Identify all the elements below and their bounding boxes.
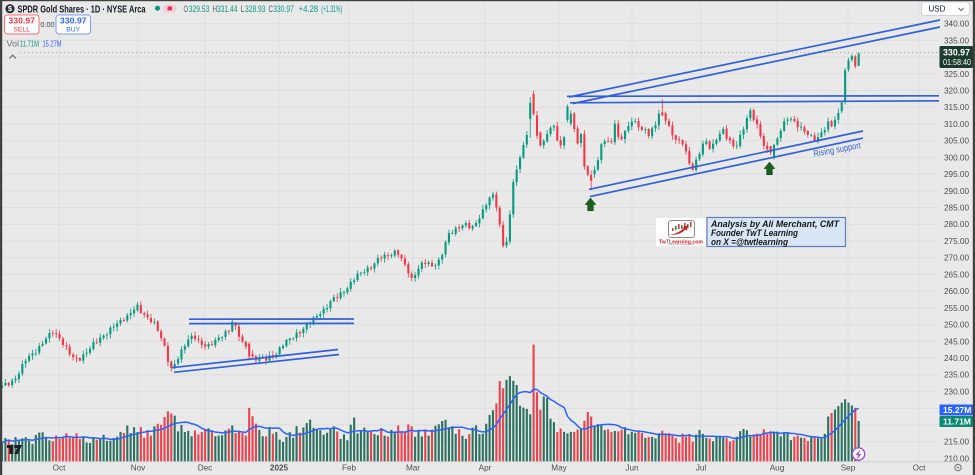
svg-text:Oct: Oct [913, 464, 926, 473]
svg-text:331.44: 331.44 [217, 4, 238, 14]
svg-text:Sep: Sep [841, 464, 856, 473]
svg-text:330.97: 330.97 [273, 4, 294, 14]
svg-text:Vol: Vol [7, 39, 20, 49]
svg-text:L: L [241, 4, 245, 14]
svg-text:320.00: 320.00 [944, 87, 969, 96]
svg-text:335.00: 335.00 [944, 36, 969, 45]
svg-text:Dec: Dec [198, 464, 213, 473]
svg-text:C: C [269, 4, 274, 14]
svg-text:11.71M: 11.71M [20, 39, 39, 49]
svg-text:290.00: 290.00 [944, 187, 969, 196]
svg-text:305.00: 305.00 [944, 137, 969, 146]
svg-text:310.00: 310.00 [944, 120, 969, 129]
svg-text:Feb: Feb [342, 464, 357, 473]
svg-text:215.00: 215.00 [944, 438, 969, 447]
svg-text:325.00: 325.00 [944, 70, 969, 79]
svg-text:340.00: 340.00 [944, 20, 969, 29]
svg-text:300.00: 300.00 [944, 153, 969, 162]
svg-text:255.00: 255.00 [944, 304, 969, 313]
svg-text:Jul: Jul [696, 464, 707, 473]
svg-text:+4.28: +4.28 [299, 4, 319, 14]
svg-text:USD: USD [929, 5, 946, 14]
svg-text:Founder TwT Learning: Founder TwT Learning [711, 228, 798, 238]
svg-text:O: O [184, 4, 189, 14]
svg-text:Oct: Oct [53, 464, 66, 473]
svg-text:235.00: 235.00 [944, 371, 969, 380]
svg-text:210.00: 210.00 [944, 454, 969, 463]
svg-text:295.00: 295.00 [944, 170, 969, 179]
svg-text:328.93: 328.93 [245, 4, 266, 14]
svg-text:330.97: 330.97 [943, 48, 970, 58]
svg-text:Aug: Aug [770, 464, 785, 473]
svg-text:Nov: Nov [131, 464, 146, 473]
svg-text:330.97: 330.97 [8, 16, 35, 26]
svg-text:15.27M: 15.27M [943, 405, 971, 415]
svg-text:329.53: 329.53 [189, 4, 210, 14]
svg-text:01:58:40: 01:58:40 [943, 57, 971, 67]
svg-text:SPDR Gold Shares · 1D · NYSE A: SPDR Gold Shares · 1D · NYSE Arca [18, 4, 146, 15]
svg-text:245.00: 245.00 [944, 337, 969, 346]
svg-text:Analysis by Ali Merchant, CMT: Analysis by Ali Merchant, CMT [710, 219, 840, 229]
svg-text:275.00: 275.00 [944, 237, 969, 246]
svg-text:240.00: 240.00 [944, 354, 969, 363]
svg-text:280.00: 280.00 [944, 220, 969, 229]
svg-text:315.00: 315.00 [944, 103, 969, 112]
svg-text:Apr: Apr [479, 464, 492, 473]
svg-text:on X =@twtlearning: on X =@twtlearning [711, 237, 788, 247]
svg-text:$: $ [8, 4, 13, 13]
svg-text:May: May [551, 464, 567, 473]
svg-text:330.97: 330.97 [60, 16, 87, 26]
svg-text:H: H [213, 4, 218, 14]
svg-text:260.00: 260.00 [944, 287, 969, 296]
svg-text:15.27M: 15.27M [43, 39, 62, 49]
svg-text:265.00: 265.00 [944, 270, 969, 279]
svg-text:270.00: 270.00 [944, 254, 969, 263]
svg-text:250.00: 250.00 [944, 321, 969, 330]
svg-text:0.00: 0.00 [40, 20, 54, 29]
svg-text:230.00: 230.00 [944, 387, 969, 396]
svg-text:TwTLearning.com: TwTLearning.com [659, 240, 703, 246]
svg-text:285.00: 285.00 [944, 204, 969, 213]
svg-text:(+1.31%): (+1.31%) [321, 4, 342, 14]
svg-text:SELL: SELL [13, 27, 30, 34]
svg-text:Mar: Mar [406, 464, 420, 473]
svg-text:2025: 2025 [270, 464, 289, 473]
svg-text:11.71M: 11.71M [943, 417, 971, 427]
svg-text:Jun: Jun [625, 464, 639, 473]
svg-text:BUY: BUY [66, 27, 80, 34]
